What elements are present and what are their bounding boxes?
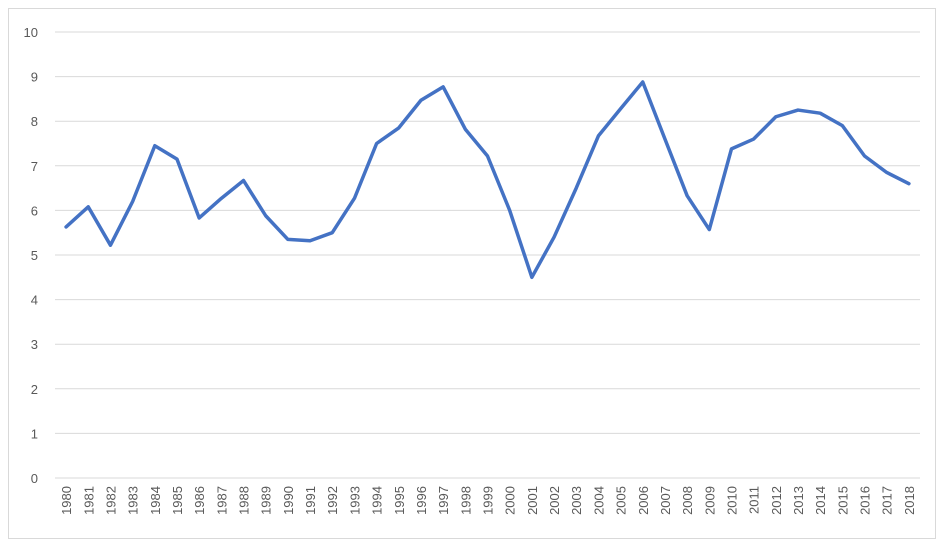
y-tick-label: 2 — [31, 382, 38, 397]
x-tick-label: 1994 — [370, 486, 385, 515]
x-tick-label: 1997 — [436, 486, 451, 515]
y-tick-label: 9 — [31, 70, 38, 85]
x-tick-label: 2005 — [614, 486, 629, 515]
x-tick-label: 2004 — [591, 486, 606, 515]
x-tick-label: 1987 — [214, 486, 229, 515]
x-tick-label: 2014 — [813, 486, 828, 515]
x-tick-label: 1991 — [303, 486, 318, 515]
x-tick-label: 1984 — [148, 486, 163, 515]
x-tick-label: 1996 — [414, 486, 429, 515]
x-tick-label: 2008 — [680, 486, 695, 515]
y-tick-label: 1 — [31, 426, 38, 441]
x-tick-label: 2016 — [858, 486, 873, 515]
x-tick-label: 1990 — [281, 486, 296, 515]
x-tick-label: 2009 — [702, 486, 717, 515]
x-tick-label: 2013 — [791, 486, 806, 515]
x-tick-label: 2007 — [658, 486, 673, 515]
x-tick-label: 1998 — [458, 486, 473, 515]
y-tick-label: 6 — [31, 203, 38, 218]
x-tick-label: 2002 — [547, 486, 562, 515]
x-tick-label: 2011 — [747, 486, 762, 514]
x-tick-label: 1992 — [325, 486, 340, 515]
x-tick-label: 2017 — [880, 486, 895, 515]
x-tick-label: 1986 — [192, 486, 207, 515]
y-tick-label: 8 — [31, 114, 38, 129]
x-tick-label: 2018 — [902, 486, 917, 515]
y-tick-label: 10 — [24, 25, 38, 40]
x-tick-label: 2012 — [769, 486, 784, 515]
x-tick-label: 2001 — [525, 486, 540, 515]
x-tick-label: 1982 — [103, 486, 118, 515]
x-tick-label: 2006 — [636, 486, 651, 515]
x-tick-label: 1988 — [237, 486, 252, 515]
x-tick-label: 2010 — [724, 486, 739, 515]
x-tick-label: 2003 — [569, 486, 584, 515]
y-tick-label: 3 — [31, 337, 38, 352]
x-tick-label: 1981 — [81, 486, 96, 515]
x-tick-label: 1995 — [392, 486, 407, 515]
x-tick-label: 1983 — [126, 486, 141, 515]
x-tick-label: 1989 — [259, 486, 274, 515]
chart-border — [8, 8, 936, 539]
x-tick-label: 1985 — [170, 486, 185, 515]
y-tick-label: 7 — [31, 159, 38, 174]
x-tick-label: 1980 — [59, 486, 74, 515]
data-line — [64, 80, 911, 280]
y-tick-label: 5 — [31, 248, 38, 263]
y-tick-label: 4 — [31, 293, 38, 308]
x-tick-label: 1999 — [481, 486, 496, 515]
x-tick-label: 2015 — [835, 486, 850, 515]
x-tick-label: 2000 — [503, 486, 518, 515]
y-tick-label: 0 — [31, 471, 38, 486]
x-tick-label: 1993 — [347, 486, 362, 515]
